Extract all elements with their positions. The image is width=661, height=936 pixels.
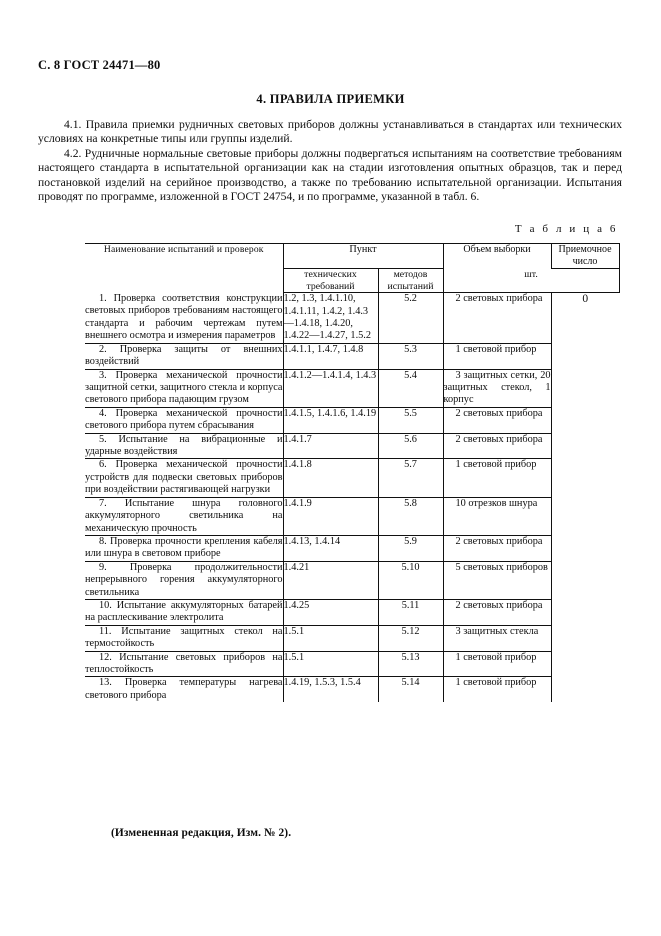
column-header-punkt: Пункт [283,243,444,269]
cell-technical: 1.4.1.2—1.4.1.4, 1.4.3 [283,369,379,408]
cell-volume: 5 световых приборов [443,561,552,600]
cell-method: 5.10 [378,561,444,600]
cell-method: 5.14 [378,676,444,703]
cell-method: 5.12 [378,625,444,652]
cell-technical: 1.4.13, 1.4.14 [283,535,379,562]
cell-name: 8. Проверка прочности крепления кабеля и… [85,535,284,562]
cell-method: 5.3 [378,343,444,370]
cell-technical: 1.5.1 [283,625,379,652]
table-row: 13. Проверка температуры нагрева светово… [85,676,619,703]
cell-name: 10. Испытание аккумуляторных батарей на … [85,599,284,626]
cell-volume: 1 световой прибор [443,676,552,703]
table-row: 2. Проверка защиты от внешних воздействи… [85,343,619,370]
cell-technical: 1.4.19, 1.5.3, 1.5.4 [283,676,379,703]
table-row: 6. Проверка механической прочности устро… [85,458,619,498]
cell-method: 5.2 [378,292,444,344]
column-header-test-methods: методов испытаний [378,268,444,294]
cell-name: 2. Проверка защиты от внешних воздействи… [85,343,284,370]
cell-method: 5.6 [378,433,444,460]
cell-name: 4. Проверка механической прочности свето… [85,407,284,434]
cell-method: 5.5 [378,407,444,434]
cell-name: 12. Испытание световых приборов на тепло… [85,651,284,678]
cell-name: 1. Проверка соответствия конструкции све… [85,292,284,344]
section-title: 4. ПРАВИЛА ПРИЕМКИ [256,92,405,106]
cell-method: 5.13 [378,651,444,678]
cell-volume: 2 световых прибора [443,433,552,460]
cell-volume: 2 световых прибора [443,535,552,562]
table-row: 7. Испытание шнура головного аккумулятор… [85,497,619,536]
paragraph-4-1: 4.1. Правила приемки рудничных световых … [38,118,622,146]
cell-method: 5.4 [378,369,444,408]
table-row: 1. Проверка соответствия конструкции све… [85,292,619,344]
cell-method: 5.8 [378,497,444,536]
cell-name: 13. Проверка температуры нагрева светово… [85,676,284,703]
cell-technical: 1.4.21 [283,561,379,600]
column-header-name: Наименование испытаний и проверок [85,242,284,293]
table-row: 3. Проверка механической прочности защит… [85,369,619,408]
cell-volume: 3 защитных сетки, 20 защитных стекол, 1 … [443,369,552,408]
cell-volume: 2 световых прибора [443,292,552,344]
cell-volume: 2 световых прибора [443,407,552,434]
cell-technical: 1.4.1.7 [283,433,379,460]
cell-volume: 3 защитных стекла [443,625,552,652]
cell-technical: 1.4.25 [283,599,379,626]
cell-acceptance-number: 0 [582,293,589,306]
body-text: 4.1. Правила приемки рудничных световых … [38,118,622,204]
table-head: Наименование испытаний и проверок Пункт … [85,242,620,294]
cell-volume: 1 световой прибор [443,458,552,498]
table-row: 9. Проверка продолжительности непрерывно… [85,561,619,600]
table-header-row-top: Наименование испытаний и проверок Пункт … [85,242,620,293]
cell-volume: 2 световых прибора [443,599,552,626]
column-header-volume: Объем выборки [443,243,552,269]
cell-technical: 1.4.1.8 [283,458,379,498]
cell-volume: 1 световой прибор [443,343,552,370]
cell-method: 5.7 [378,458,444,498]
cell-name: 7. Испытание шнура головного аккумулятор… [85,497,284,536]
cell-volume: 1 световой прибор [443,651,552,678]
cell-name: 9. Проверка продолжительности непрерывно… [85,561,284,600]
cell-method: 5.11 [378,599,444,626]
cell-technical: 1.2, 1.3, 1.4.1.10, 1.4.1.11, 1.4.2, 1.4… [283,292,379,344]
cell-technical: 1.4.1.1, 1.4.7, 1.4.8 [283,343,379,370]
cell-technical: 1.4.1.9 [283,497,379,536]
column-header-technical-requirements: технических требований [283,268,379,294]
cell-name: 11. Испытание защитных стекол на термост… [85,625,284,652]
paragraph-4-2: 4.2. Рудничные нормальные световые прибо… [38,146,622,204]
table-row: 5. Испытание на вибрационные и ударные в… [85,433,619,460]
table-6-wrapper: Наименование испытаний и проверок Пункт … [85,242,620,703]
running-head: С. 8 ГОСТ 24471—80 [38,58,161,72]
cell-method: 5.9 [378,535,444,562]
cell-volume: 10 отрезков шнура [443,497,552,536]
table-caption: Т а б л и ц а 6 [514,223,618,235]
column-header-accept: Приемочное число [551,243,620,269]
table-row: 8. Проверка прочности крепления кабеля и… [85,535,619,562]
table-row: 12. Испытание световых приборов на тепло… [85,651,619,678]
column-header-units: шт. [443,268,620,294]
table-row: 11. Испытание защитных стекол на термост… [85,625,619,652]
cell-name: 3. Проверка механической прочности защит… [85,369,284,408]
footer-note: (Измененная редакция, Изм. № 2). [111,827,292,839]
cell-name: 5. Испытание на вибрационные и ударные в… [85,433,284,460]
table-body: 1. Проверка соответствия конструкции све… [85,292,619,703]
acceptance-rules-table: Наименование испытаний и проверок Пункт … [85,242,620,703]
table-header-row-sub: технических требований методов испытаний… [85,268,620,294]
cell-technical: 1.5.1 [283,651,379,678]
cell-technical: 1.4.1.5, 1.4.1.6, 1.4.19 [283,407,379,434]
cell-name: 6. Проверка механической прочности устро… [85,458,284,498]
table-row: 10. Испытание аккумуляторных батарей на … [85,599,619,626]
table-row: 4. Проверка механической прочности свето… [85,407,619,434]
